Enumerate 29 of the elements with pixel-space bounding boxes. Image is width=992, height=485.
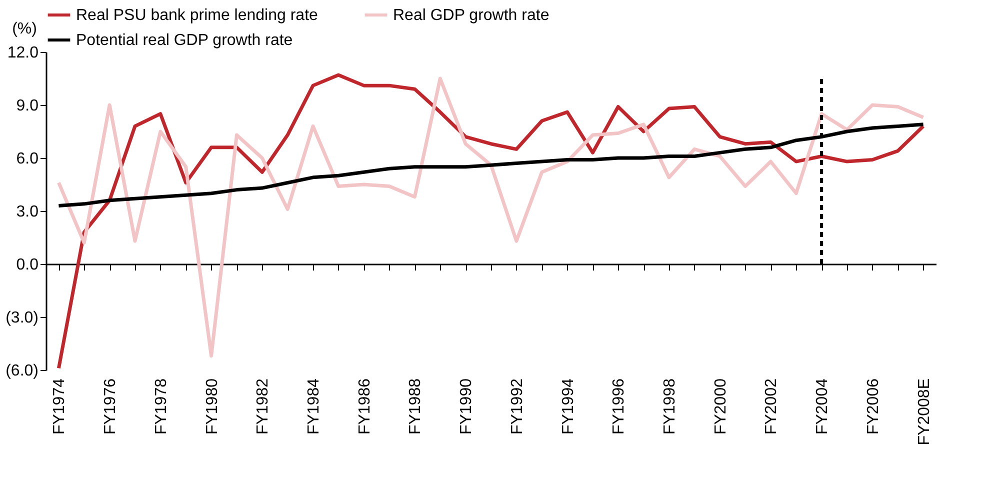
y-axis-title: (%): [12, 20, 37, 38]
legend-label: Potential real GDP growth rate: [76, 32, 293, 49]
x-tick-label: FY1998: [662, 378, 678, 435]
x-tick-label: FY1994: [560, 378, 577, 435]
x-tick-label: FY2008E: [916, 378, 933, 446]
y-tick-label: 3.0: [16, 204, 39, 220]
y-tick-label: 9.0: [16, 98, 39, 114]
x-tick-label: FY2006: [864, 378, 882, 435]
y-tick-label: 6.0: [16, 150, 39, 168]
x-tick-label: FY1990: [458, 378, 476, 435]
x-tick-label: FY1978: [152, 378, 170, 435]
x-tick-label: FY1988: [407, 378, 424, 435]
y-tick-label: (3.0): [6, 310, 38, 326]
x-tick-label: FY2002: [763, 378, 780, 435]
legend-label: Real GDP growth rate: [393, 7, 550, 24]
legend-label: Real PSU bank prime lending rate: [76, 7, 318, 24]
y-tick-label: 12.0: [7, 44, 39, 62]
x-tick-label: FY2004: [814, 378, 832, 435]
x-tick-label: FY1982: [254, 378, 272, 435]
y-tick-label: 0.0: [16, 256, 39, 274]
x-tick-label: FY1984: [306, 378, 322, 435]
x-tick-label: FY1992: [508, 378, 526, 435]
x-tick-label: FY1996: [610, 378, 628, 435]
x-tick-label: FY1986: [356, 378, 374, 435]
x-tick-label: FY1974: [51, 378, 68, 435]
x-tick-label: FY1980: [204, 378, 221, 435]
x-tick-label: FY1976: [102, 378, 120, 435]
y-tick-label: (6.0): [6, 362, 38, 380]
x-tick-label: FY2000: [712, 378, 730, 435]
